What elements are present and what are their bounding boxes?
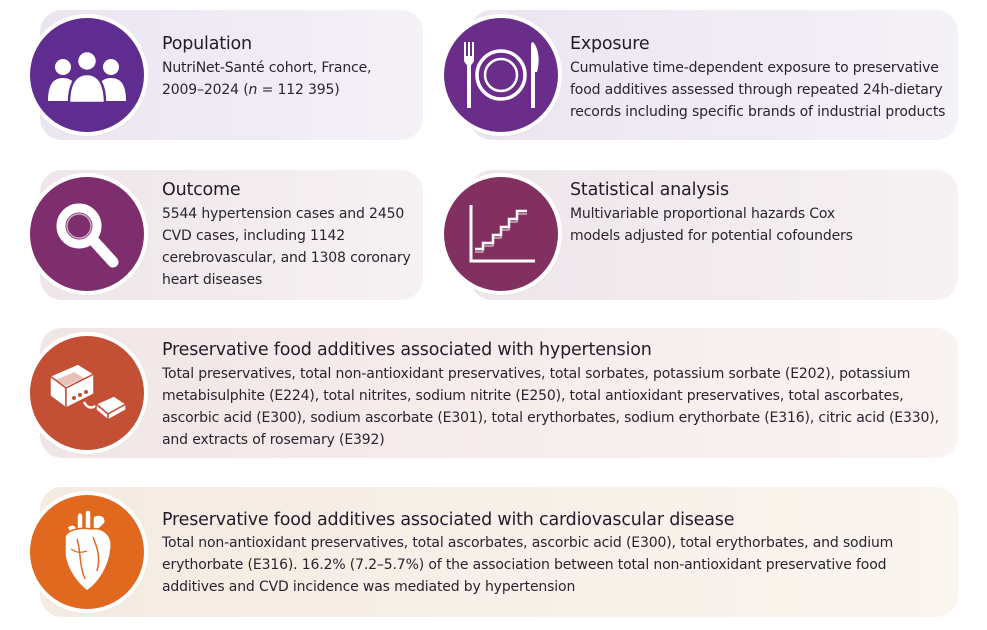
plate-cutlery-icon: [464, 42, 539, 108]
hypertension-title: Preservative food additives associated w…: [162, 340, 652, 360]
exposure-circle: [444, 18, 558, 132]
statistical-circle: [444, 177, 558, 291]
outcome-circle: [30, 177, 144, 291]
exposure-text: Cumulative time-dependent exposure to pr…: [570, 60, 946, 120]
magnifier-icon: [56, 203, 119, 268]
outcome-title: Outcome: [162, 180, 241, 200]
statistical-text: Multivariable proportional hazards Cox m…: [570, 206, 853, 244]
population-text-n: n: [248, 82, 258, 98]
hypertension-card: [40, 328, 958, 458]
outcome-text: 5544 hypertension cases and 2450 CVD cas…: [162, 206, 411, 288]
population-text-a: NutriNet-Santé cohort, France,: [162, 60, 372, 76]
population-text: NutriNet-Santé cohort, France, 2009–2024 …: [162, 57, 412, 101]
cardio-title: Preservative food additives associated w…: [162, 510, 735, 530]
population-text-c: = 112 395): [257, 82, 340, 98]
population-text-b: 2009–2024 (: [162, 82, 249, 98]
cardio-text: Total non-antioxidant preservatives, tot…: [162, 535, 894, 595]
hypertension-circle: [30, 336, 144, 450]
cardio-circle: [30, 495, 144, 609]
people-icon: [48, 49, 126, 105]
blood-pressure-monitor-icon: [48, 363, 128, 422]
hypertension-text: Total preservatives, total non-antioxida…: [162, 366, 939, 448]
exposure-title: Exposure: [570, 34, 650, 54]
step-chart-icon: [469, 205, 535, 263]
population-circle: [30, 18, 144, 132]
heart-icon: [64, 509, 112, 592]
cardio-card: [40, 487, 958, 617]
population-title: Population: [162, 34, 252, 54]
statistical-title: Statistical analysis: [570, 180, 729, 200]
